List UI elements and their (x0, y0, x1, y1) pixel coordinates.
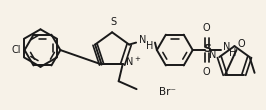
Text: H: H (146, 41, 153, 51)
Text: N: N (139, 35, 147, 45)
Text: N: N (126, 57, 133, 67)
Text: Cl: Cl (11, 45, 20, 55)
Text: O: O (203, 67, 210, 77)
Text: N: N (209, 50, 216, 60)
Text: Br⁻: Br⁻ (159, 87, 176, 97)
Text: O: O (203, 23, 210, 33)
Text: S: S (203, 44, 212, 54)
Text: S: S (110, 17, 116, 27)
Text: H: H (230, 48, 237, 58)
Text: +: + (135, 56, 140, 61)
Text: N: N (223, 42, 230, 52)
Text: O: O (238, 39, 245, 49)
